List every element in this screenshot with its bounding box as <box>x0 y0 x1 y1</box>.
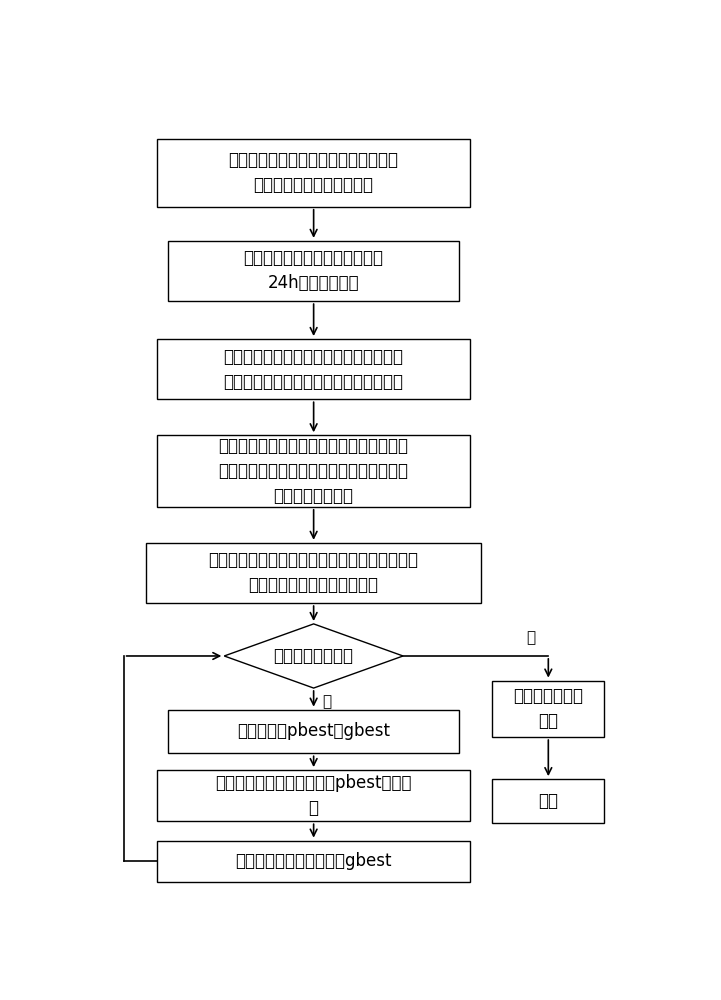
Text: 运用网损灵敏度公式计算配电网
24h的网损灵敏度: 运用网损灵敏度公式计算配电网 24h的网损灵敏度 <box>244 249 384 292</box>
Text: 获取配电网负荷数据，初始化基于模拟
退火算法的粒子群算法参数: 获取配电网负荷数据，初始化基于模拟 退火算法的粒子群算法参数 <box>229 151 399 194</box>
Bar <box>157 435 470 507</box>
Text: 运用潮流计算程序进行配电网的潮流和网损计算
，并计算当前粒子的适应度值: 运用潮流计算程序进行配电网的潮流和网损计算 ，并计算当前粒子的适应度值 <box>208 551 419 594</box>
Polygon shape <box>224 624 403 688</box>
Bar <box>157 339 470 399</box>
Bar <box>492 779 604 823</box>
Bar <box>146 543 481 603</box>
Text: 结束: 结束 <box>539 792 558 810</box>
Text: 输出全局最优配
置值: 输出全局最优配 置值 <box>513 687 583 730</box>
Text: 是: 是 <box>526 630 535 645</box>
Bar <box>169 241 459 301</box>
Bar <box>157 139 470 207</box>
Bar <box>492 681 604 737</box>
Text: 采用模拟退火算法对求出的pbest进行抽
样: 采用模拟退火算法对求出的pbest进行抽 样 <box>216 774 412 817</box>
Text: 取抽样结果的最优值作为gbest: 取抽样结果的最优值作为gbest <box>235 852 392 870</box>
Text: 输入配电网原始数据，在约束条件范围内随
机产生粒子的位置和速度、最大迭代次数、
模拟退火的温度等: 输入配电网原始数据，在约束条件范围内随 机产生粒子的位置和速度、最大迭代次数、 … <box>218 437 409 505</box>
Bar <box>169 710 459 753</box>
Text: 基于网损灵敏度方差确定配电网各节点接
入分布式储能的优先顺序，选择安装节点: 基于网损灵敏度方差确定配电网各节点接 入分布式储能的优先顺序，选择安装节点 <box>224 348 404 391</box>
Bar <box>157 841 470 882</box>
Text: 否: 否 <box>322 694 331 709</box>
Text: 更新粒子的pbest和gbest: 更新粒子的pbest和gbest <box>237 722 390 740</box>
Bar <box>157 770 470 821</box>
Text: 达到最大迭代次数: 达到最大迭代次数 <box>274 647 353 665</box>
